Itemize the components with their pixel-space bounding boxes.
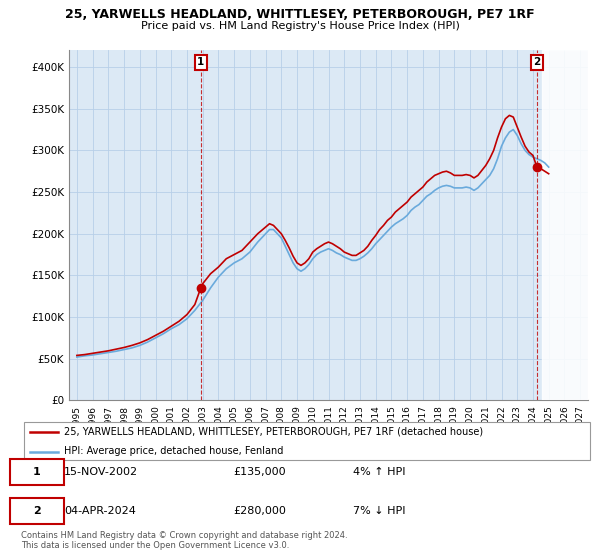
- Text: £280,000: £280,000: [233, 506, 286, 516]
- Bar: [542, 50, 588, 400]
- Text: £135,000: £135,000: [233, 467, 286, 477]
- Text: 2: 2: [33, 506, 41, 516]
- Text: Price paid vs. HM Land Registry's House Price Index (HPI): Price paid vs. HM Land Registry's House …: [140, 21, 460, 31]
- FancyBboxPatch shape: [24, 422, 590, 460]
- FancyBboxPatch shape: [10, 498, 64, 524]
- Text: 15-NOV-2002: 15-NOV-2002: [64, 467, 138, 477]
- Bar: [542, 50, 588, 400]
- Text: 04-APR-2024: 04-APR-2024: [64, 506, 136, 516]
- Text: 1: 1: [33, 467, 41, 477]
- Text: 4% ↑ HPI: 4% ↑ HPI: [353, 467, 406, 477]
- Text: Contains HM Land Registry data © Crown copyright and database right 2024.
This d: Contains HM Land Registry data © Crown c…: [21, 531, 347, 550]
- Text: 25, YARWELLS HEADLAND, WHITTLESEY, PETERBOROUGH, PE7 1RF: 25, YARWELLS HEADLAND, WHITTLESEY, PETER…: [65, 8, 535, 21]
- Text: 7% ↓ HPI: 7% ↓ HPI: [353, 506, 406, 516]
- Text: 25, YARWELLS HEADLAND, WHITTLESEY, PETERBOROUGH, PE7 1RF (detached house): 25, YARWELLS HEADLAND, WHITTLESEY, PETER…: [64, 427, 483, 437]
- Text: 2: 2: [533, 58, 541, 67]
- FancyBboxPatch shape: [10, 459, 64, 485]
- Text: HPI: Average price, detached house, Fenland: HPI: Average price, detached house, Fenl…: [64, 446, 283, 456]
- Text: 1: 1: [197, 58, 205, 67]
